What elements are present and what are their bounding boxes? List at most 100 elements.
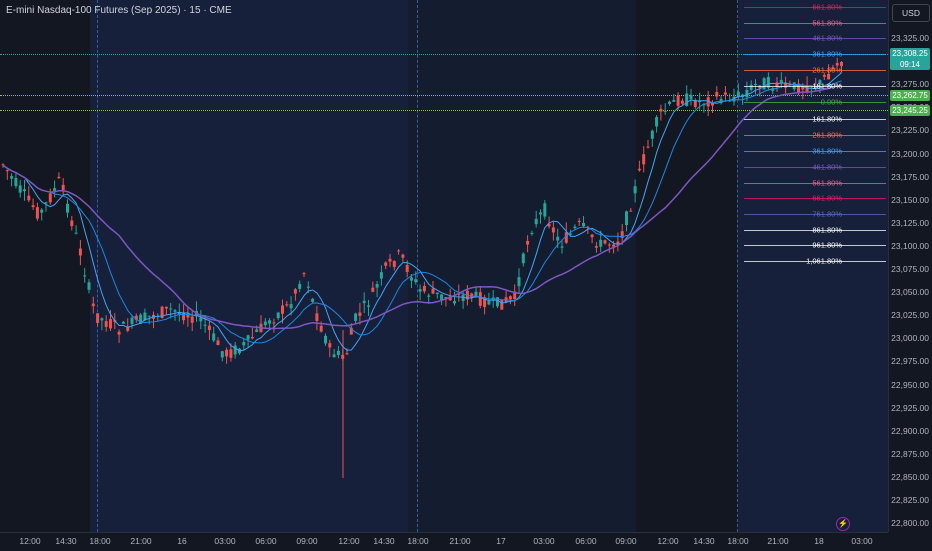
candle-body bbox=[410, 277, 413, 281]
fib-level-label: 261.80% bbox=[812, 130, 842, 140]
level-line-1 bbox=[0, 95, 888, 96]
level-price-tag: 23,245.25 bbox=[890, 105, 930, 116]
candle-body bbox=[500, 299, 504, 310]
candle-body bbox=[668, 101, 671, 105]
candle-body bbox=[779, 79, 783, 84]
candle-body bbox=[551, 227, 555, 233]
candle-body bbox=[96, 313, 100, 323]
price-tick: 23,200.00 bbox=[891, 148, 929, 159]
candle-body bbox=[422, 285, 426, 292]
fib-level-line bbox=[744, 183, 886, 184]
candle-body bbox=[293, 289, 297, 294]
candle-body bbox=[663, 110, 667, 112]
time-tick: 03:00 bbox=[533, 536, 555, 546]
candle-body bbox=[53, 188, 57, 191]
candle-body bbox=[418, 289, 422, 292]
candle-body bbox=[646, 146, 650, 148]
fib-level-line bbox=[744, 23, 886, 24]
candle-body bbox=[745, 89, 749, 98]
fib-level-label: 161.80% bbox=[812, 114, 842, 124]
price-tick: 22,825.00 bbox=[891, 495, 929, 505]
candle-body bbox=[186, 314, 190, 318]
time-tick: 17 bbox=[496, 536, 506, 546]
session-divider bbox=[97, 0, 98, 532]
candle-body bbox=[792, 82, 796, 90]
candle-body bbox=[315, 313, 319, 321]
candle-body bbox=[276, 312, 280, 319]
candle-body bbox=[659, 108, 663, 112]
fib-level-line bbox=[744, 54, 886, 55]
price-tick: 23,025.00 bbox=[891, 310, 929, 321]
candle-body bbox=[109, 319, 112, 329]
time-tick: 06:00 bbox=[575, 536, 597, 546]
candle-body bbox=[272, 322, 276, 324]
candle-body bbox=[87, 282, 91, 290]
time-tick: 09:00 bbox=[615, 536, 637, 546]
candle-body bbox=[689, 94, 693, 100]
candle-body bbox=[483, 297, 487, 308]
time-axis[interactable]: 12:00 14:30 18:00 21:00 16 03:00 06:00 09:00 12:… bbox=[0, 532, 888, 551]
session-divider bbox=[417, 0, 418, 532]
fib-level-label: 661.80% bbox=[812, 2, 842, 12]
currency-button[interactable]: USD bbox=[892, 4, 930, 22]
candle-body bbox=[285, 304, 289, 306]
candle-body bbox=[190, 316, 194, 323]
price-tick: 23,325.00 bbox=[891, 33, 929, 43]
candle-body bbox=[414, 279, 418, 283]
candle-body bbox=[801, 85, 805, 90]
time-tick: 12:00 bbox=[19, 536, 41, 546]
fib-level-line bbox=[744, 261, 886, 262]
candle-body bbox=[496, 297, 499, 307]
price-tick: 22,800.00 bbox=[891, 518, 929, 529]
candle-body bbox=[358, 312, 362, 316]
chart-area[interactable]: 661.80% 561.80% 461.80% 361.80% 261.80% 161.8… bbox=[0, 0, 888, 532]
candle-body bbox=[642, 154, 646, 165]
candle-body bbox=[10, 176, 14, 179]
time-tick: 12:00 bbox=[338, 536, 360, 546]
candle-body bbox=[173, 310, 177, 312]
candle-body bbox=[14, 177, 18, 187]
candle-body bbox=[126, 326, 130, 331]
candle-body bbox=[164, 306, 168, 309]
candle-body bbox=[242, 342, 246, 346]
candle-body bbox=[311, 298, 315, 302]
candle-body bbox=[827, 73, 831, 80]
fib-level-line bbox=[744, 86, 886, 87]
candle-body bbox=[650, 130, 654, 139]
price-axis[interactable]: 23,325.0023,300.0023,275.0023,250.0023,2… bbox=[888, 0, 932, 532]
price-tick: 22,900.00 bbox=[891, 425, 929, 436]
candle-body bbox=[177, 312, 181, 315]
candle-body bbox=[216, 340, 220, 346]
candle-body bbox=[117, 331, 121, 335]
fib-level-line bbox=[744, 70, 886, 71]
candle-body bbox=[298, 283, 302, 289]
fib-level-label: 661.80% bbox=[812, 193, 842, 203]
candle-body bbox=[487, 301, 491, 305]
candle-body bbox=[70, 220, 74, 227]
candle-body bbox=[362, 300, 366, 304]
candle-body bbox=[405, 264, 409, 273]
candle-body bbox=[534, 218, 538, 225]
candle-body bbox=[354, 313, 358, 321]
session-shade-1 bbox=[90, 0, 408, 532]
candle-body bbox=[57, 176, 61, 179]
candle-body bbox=[556, 236, 560, 241]
lightning-icon[interactable]: ⚡ bbox=[836, 517, 850, 531]
candle-body bbox=[590, 234, 594, 238]
candle-body bbox=[207, 325, 211, 331]
candle-body bbox=[685, 93, 689, 106]
candle-body bbox=[513, 291, 517, 299]
price-tick: 23,125.00 bbox=[891, 217, 929, 228]
candle-body bbox=[508, 296, 512, 300]
fib-level-label: 861.80% bbox=[812, 225, 842, 235]
candle-body bbox=[130, 317, 134, 324]
price-tick: 23,000.00 bbox=[891, 333, 929, 344]
candle-body bbox=[392, 261, 396, 267]
current-price-line bbox=[0, 54, 888, 55]
candle-body bbox=[603, 240, 607, 244]
candle-body bbox=[212, 333, 216, 341]
price-tick: 23,100.00 bbox=[891, 240, 929, 251]
candle-body bbox=[521, 253, 525, 264]
candle-body bbox=[616, 241, 620, 245]
candle-body bbox=[225, 349, 229, 357]
